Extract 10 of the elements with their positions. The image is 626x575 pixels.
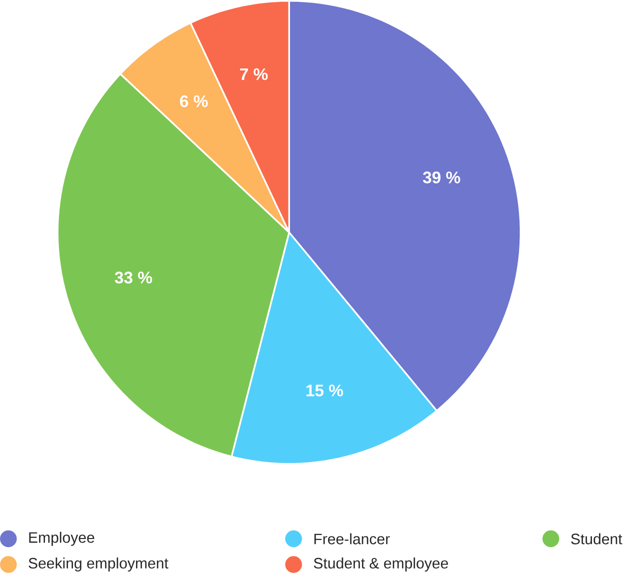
legend-label: Employee (29, 532, 94, 546)
legend-label: Seeking employment (28, 557, 168, 572)
data-label: 33 % (114, 272, 152, 284)
data-label: 7 % (240, 68, 268, 80)
legend-label: Student & employee (314, 557, 448, 572)
data-label: 6 % (180, 95, 208, 108)
data-label: 39 % (422, 171, 460, 184)
legend-label: Free-lancer (314, 533, 390, 544)
legend-label: Student (571, 533, 622, 544)
data-label: 15 % (306, 384, 344, 396)
